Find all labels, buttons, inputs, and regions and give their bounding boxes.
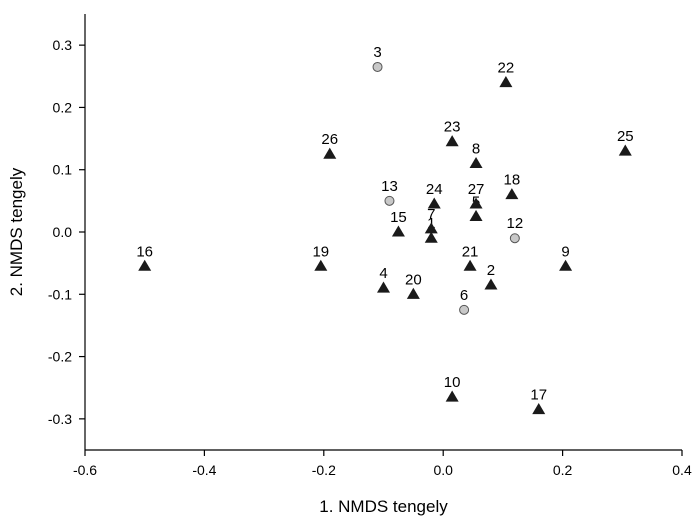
y-tick-label: 0.3 (53, 37, 73, 53)
point-label: 12 (506, 215, 523, 232)
tick-marks: -0.6 -0.4 -0.2 0.0 0.2 0.4 -0.3 -0.2 -0.1 0.0 0.1 0… (48, 37, 692, 478)
point-label: 8 (472, 140, 480, 157)
y-axis-title: 2. NMDS tengely (7, 167, 26, 296)
x-tick-label: 0.2 (553, 462, 573, 478)
x-tick-label: -0.2 (312, 462, 336, 478)
circle-marker (384, 195, 395, 206)
point-label: 10 (444, 374, 461, 391)
triangle-marker (406, 287, 420, 299)
point-label: 18 (504, 172, 521, 189)
triangle-marker (427, 197, 441, 209)
triangle-marker (559, 259, 573, 271)
y-tick-label: -0.2 (48, 349, 72, 365)
triangle-marker (138, 259, 152, 271)
triangle-marker (505, 188, 519, 200)
triangle-marker (469, 209, 483, 221)
circle-marker (459, 304, 470, 315)
y-tick-label: -0.1 (48, 286, 72, 302)
point-label: 22 (498, 60, 515, 77)
y-tick-label: 0.2 (53, 99, 73, 115)
x-tick-label: 0.4 (672, 462, 692, 478)
point-label: 20 (405, 271, 422, 288)
triangle-marker (618, 144, 632, 156)
point-label: 15 (390, 209, 407, 226)
triangle-marker (469, 156, 483, 169)
point-label: 27 (468, 181, 485, 198)
point-label: 17 (530, 387, 547, 404)
triangle-marker (424, 231, 438, 243)
triangle-marker (445, 390, 459, 402)
point-label: 24 (426, 181, 443, 198)
x-tick-label: -0.6 (73, 462, 97, 478)
triangle-marker (424, 222, 438, 234)
x-axis-title: 1. NMDS tengely (319, 497, 448, 516)
y-tick-label: 0.0 (53, 224, 73, 240)
triangle-marker (377, 281, 390, 293)
circle-marker (372, 61, 383, 72)
x-tick-label: -0.4 (192, 462, 216, 478)
circle-marker (509, 233, 520, 244)
y-tick-label: -0.3 (48, 411, 72, 427)
triangle-marker (323, 147, 337, 159)
x-tick-label: 0.0 (433, 462, 453, 478)
point-label: 13 (381, 178, 398, 195)
point-label: 26 (321, 131, 338, 148)
point-label: 6 (460, 287, 468, 304)
data-points: 1245789101516171819202122232425262736121… (136, 44, 634, 415)
point-label: 25 (617, 128, 634, 145)
point-label: 7 (427, 206, 435, 223)
triangle-marker (463, 259, 477, 271)
triangle-marker (391, 225, 405, 237)
triangle-marker (484, 278, 498, 290)
point-label: 2 (487, 262, 495, 279)
point-label: 19 (312, 243, 329, 260)
axes (84, 14, 682, 451)
triangle-marker (314, 259, 328, 271)
point-label: 4 (379, 265, 387, 282)
triangle-marker (499, 76, 513, 88)
point-label: 23 (444, 119, 461, 136)
triangle-marker (469, 197, 483, 209)
triangle-marker (532, 403, 546, 415)
point-label: 21 (462, 243, 479, 260)
point-label: 3 (373, 44, 381, 61)
y-tick-label: 0.1 (53, 162, 73, 178)
point-label: 16 (136, 243, 153, 260)
point-label: 9 (561, 243, 569, 260)
triangle-marker (445, 135, 459, 147)
